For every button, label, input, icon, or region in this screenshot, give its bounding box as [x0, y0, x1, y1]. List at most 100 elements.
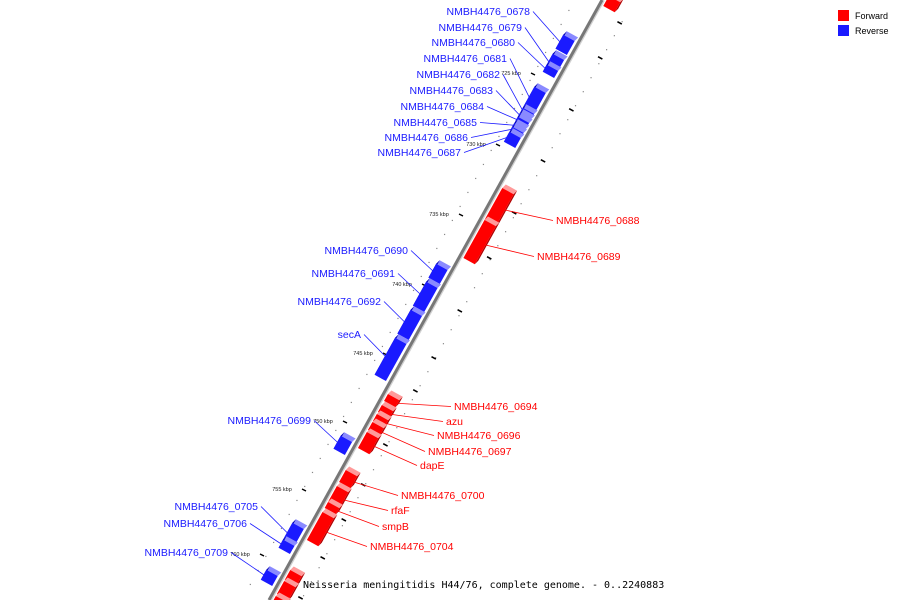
minor-tick	[590, 77, 592, 79]
gene-label[interactable]: NMBH4476_0680	[432, 37, 516, 49]
gene-side-face	[288, 583, 300, 600]
gene-feature[interactable]	[412, 278, 442, 313]
gene-leader-line	[495, 90, 521, 116]
gene-feature[interactable]	[377, 401, 397, 419]
gene-feature[interactable]	[357, 428, 382, 455]
gene-label[interactable]: NMBH4476_0699	[228, 415, 312, 427]
gene-face	[333, 435, 353, 456]
gene-side-face	[296, 572, 306, 587]
gene-feature[interactable]	[374, 334, 410, 382]
gene-label[interactable]: NMBH4476_0709	[145, 547, 229, 559]
gene-label[interactable]: NMBH4476_0689	[537, 251, 621, 263]
kbp-tick-mark	[530, 72, 536, 76]
minor-tick	[374, 359, 376, 362]
gene-leader-line	[479, 122, 515, 126]
gene-face	[324, 501, 340, 515]
minor-tick	[443, 233, 446, 236]
gene-face	[367, 421, 384, 437]
gene-leader-line	[342, 499, 389, 511]
gene-label[interactable]: NMBH4476_0691	[312, 268, 396, 280]
gene-top-face	[509, 128, 525, 139]
minor-tick	[482, 163, 485, 166]
gene-top-face	[376, 410, 392, 421]
gene-label[interactable]: NMBH4476_0706	[164, 518, 248, 530]
minor-tick	[249, 583, 251, 586]
gene-feature[interactable]	[278, 536, 298, 555]
gene-label[interactable]: rfaF	[391, 505, 410, 517]
gene-label[interactable]: azu	[446, 416, 463, 428]
gene-label[interactable]: secA	[338, 329, 361, 341]
gene-feature[interactable]	[260, 566, 282, 587]
gene-label[interactable]: NMBH4476_0700	[401, 490, 485, 502]
gene-label[interactable]: NMBH4476_0694	[454, 401, 538, 413]
gene-feature[interactable]	[339, 466, 361, 489]
gene-feature[interactable]	[272, 592, 291, 600]
gene-top-face	[519, 109, 535, 120]
gene-feature[interactable]	[384, 390, 403, 408]
gene-feature[interactable]	[542, 61, 562, 79]
gene-side-face	[379, 424, 388, 437]
gene-side-face	[350, 472, 361, 489]
gene-label[interactable]: NMBH4476_0688	[556, 215, 640, 227]
gene-side-face	[614, 0, 624, 13]
gene-label[interactable]: NMBH4476_0697	[428, 446, 512, 458]
gene-feature[interactable]	[603, 0, 624, 13]
forward-swatch	[838, 10, 849, 21]
minor-tick	[335, 429, 337, 432]
gene-label[interactable]: NMBH4476_0683	[410, 85, 494, 97]
gene-label[interactable]: NMBH4476_0692	[298, 296, 382, 308]
minor-tick	[490, 149, 492, 152]
minor-tick	[529, 79, 531, 82]
gene-label[interactable]: NMBH4476_0684	[401, 101, 485, 113]
minor-tick	[326, 553, 328, 555]
minor-tick	[381, 345, 384, 348]
gene-feature[interactable]	[503, 128, 525, 149]
gene-feature[interactable]	[463, 216, 500, 265]
minor-tick	[380, 455, 382, 457]
minor-tick	[606, 49, 608, 51]
gene-feature[interactable]	[428, 260, 452, 285]
gene-label[interactable]: NMBH4476_0682	[417, 69, 501, 81]
minor-tick	[481, 273, 483, 275]
gene-label[interactable]: smpB	[382, 521, 409, 533]
gene-label[interactable]: NMBH4476_0686	[385, 132, 469, 144]
minor-tick	[537, 65, 539, 68]
gene-label[interactable]: dapE	[420, 460, 445, 472]
gene-label[interactable]: NMBH4476_0687	[378, 147, 462, 159]
minor-tick	[304, 485, 306, 488]
gene-top-face	[336, 482, 352, 493]
gene-label[interactable]: NMBH4476_0696	[437, 430, 521, 442]
gene-face	[357, 431, 379, 455]
gene-label[interactable]: NMBH4476_0685	[394, 117, 478, 129]
gene-top-face	[282, 536, 298, 547]
gene-label[interactable]: NMBH4476_0705	[175, 501, 259, 513]
major-tick	[297, 595, 304, 600]
gene-label[interactable]: NMBH4476_0681	[424, 53, 508, 65]
gene-face	[273, 595, 284, 600]
gene-leader-line	[397, 273, 421, 295]
major-tick	[597, 55, 603, 60]
gene-feature[interactable]	[397, 306, 426, 341]
gene-feature[interactable]	[367, 418, 388, 437]
gene-feature[interactable]	[324, 498, 343, 515]
gene-feature[interactable]	[555, 31, 579, 56]
gene-feature[interactable]	[333, 432, 356, 456]
minor-tick	[389, 331, 391, 334]
gene-label[interactable]: NMBH4476_0704	[370, 541, 454, 553]
gene-feature[interactable]	[306, 508, 338, 547]
major-tick	[617, 20, 623, 25]
gene-top-face	[290, 566, 306, 577]
minor-tick	[357, 497, 359, 499]
gene-label[interactable]: NMBH4476_0690	[325, 245, 409, 257]
gene-label[interactable]: NMBH4476_0678	[447, 6, 531, 18]
gene-leader-line	[502, 74, 523, 111]
gene-label[interactable]: NMBH4476_0679	[439, 22, 523, 34]
legend-forward: Forward	[838, 8, 889, 23]
gene-face	[555, 34, 575, 56]
minor-tick	[451, 219, 453, 222]
gene-leader-line	[390, 413, 444, 422]
gene-feature[interactable]	[484, 184, 518, 227]
minor-tick	[420, 275, 422, 278]
